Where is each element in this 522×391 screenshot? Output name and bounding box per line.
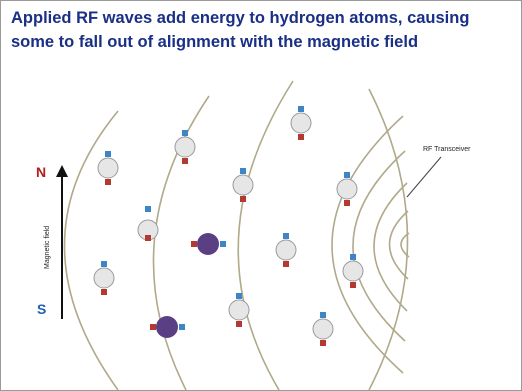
pole-north-label: N [36,164,46,180]
hydrogen-atom [174,130,196,164]
rf-transceiver-label: RF Transceiver [423,146,471,153]
hydrogen-atom [312,312,334,346]
title-line-2: some to fall out of alignment with the m… [11,33,419,51]
excited-hydrogen-atom [191,233,226,255]
rf-wave-arcs [63,80,410,390]
aligned-atoms [93,106,364,346]
hydrogen-atom [336,172,358,206]
transceiver-pointer-line [406,156,442,198]
rf-arc-5 [331,115,404,374]
magnetic-field-axis: N Magnetic field S [36,164,68,319]
hydrogen-atom [232,168,254,202]
rf-arc-3 [237,80,294,390]
slide-title: Applied RF waves add energy to hydrogen … [11,6,511,54]
hydrogen-atom [93,261,115,295]
excited-hydrogen-atom [150,316,185,338]
rf-arc-4 [368,88,409,390]
hydrogen-atom [342,254,364,288]
rf-arc-8 [388,210,409,280]
hydrogen-atom [290,106,312,140]
rf-arc-9 [400,232,410,258]
magnetic-field-label: Magnetic field [44,226,51,269]
rf-arc-7 [373,182,408,312]
hydrogen-atom [275,233,297,267]
hydrogen-atom [228,293,250,327]
hydrogen-atom [97,151,119,185]
rf-arc-1 [63,110,119,390]
pole-south-label: S [37,301,46,317]
hydrogen-atom [137,206,159,241]
field-arrow-head [56,165,68,177]
title-line-1: Applied RF waves add energy to hydrogen … [11,9,470,27]
rf-arc-6 [352,150,406,342]
excited-atoms [150,233,226,338]
rf-transceiver-callout: RF Transceiver [406,146,471,198]
